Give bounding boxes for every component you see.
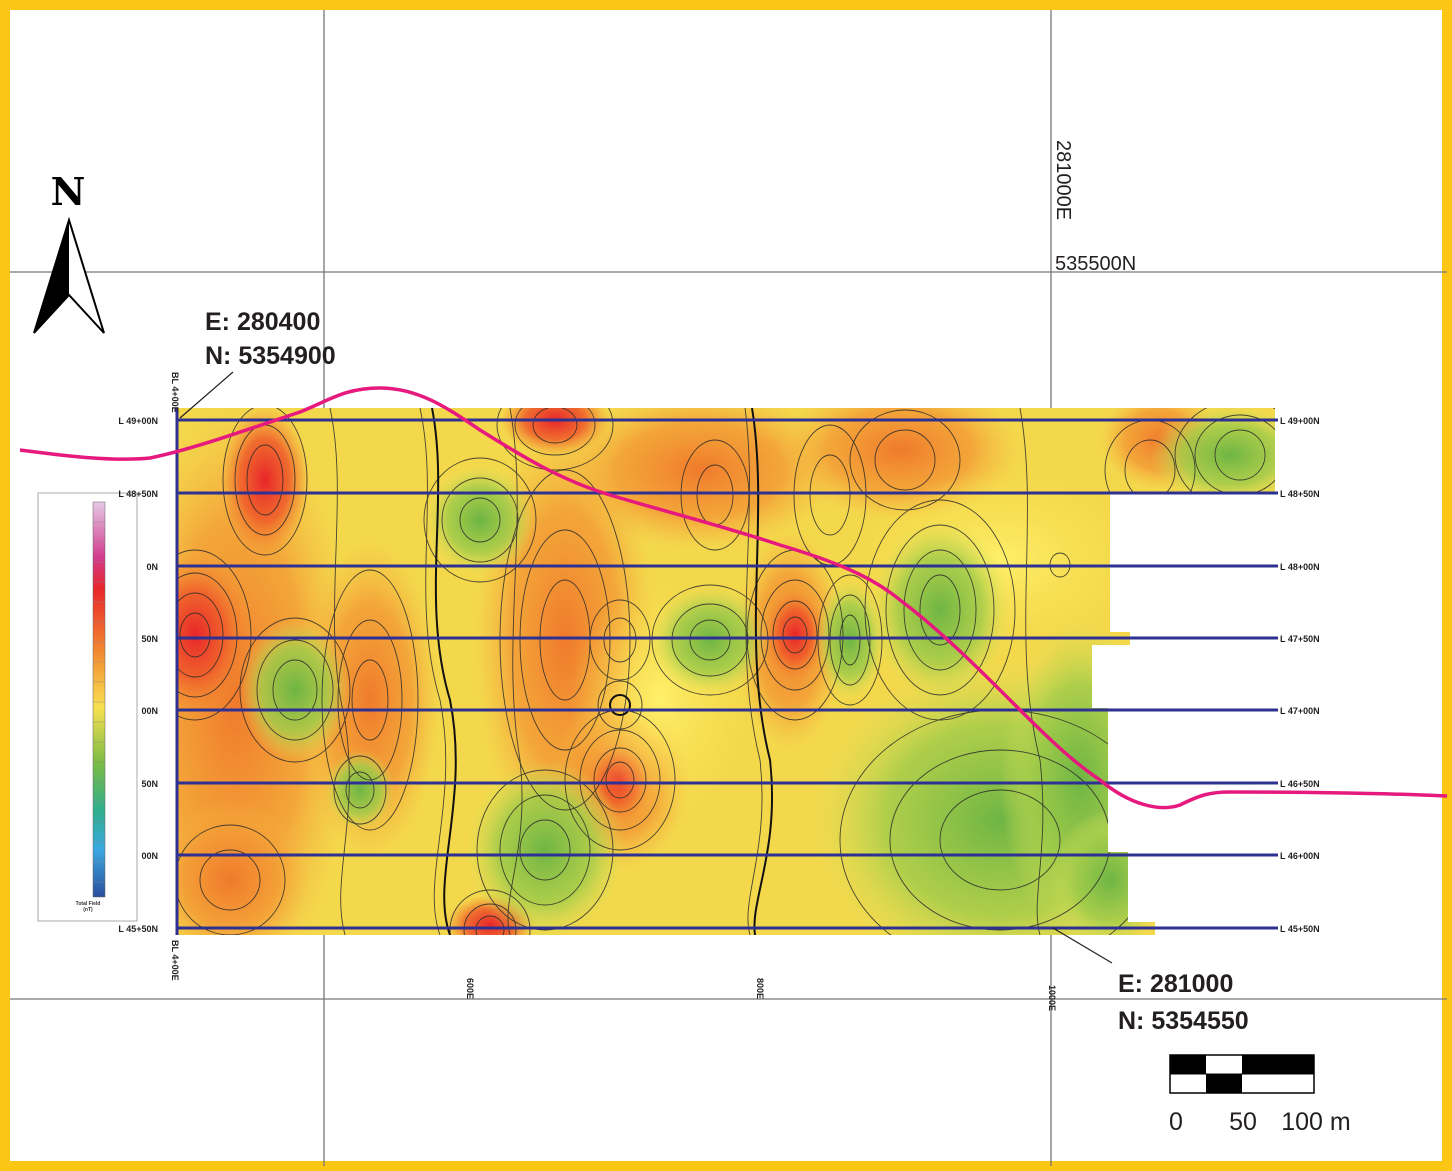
svg-text:L 48+00N: L 48+00N — [1280, 562, 1320, 572]
magnetic-contour-area — [177, 408, 1275, 935]
coord-northing: N: 5354550 — [1118, 1007, 1249, 1035]
north-arrow: N — [33, 169, 105, 334]
svg-text:00N: 00N — [141, 706, 158, 716]
color-legend: Total Field (nT) — [37, 492, 138, 922]
svg-text:800E: 800E — [755, 978, 765, 999]
survey-line-labels-left: L 49+00N L 48+50N 0N 50N 00N 50N 00N L 4… — [118, 416, 158, 934]
svg-text:L 48+50N: L 48+50N — [118, 489, 158, 499]
svg-text:L 46+50N: L 46+50N — [1280, 779, 1320, 789]
svg-text:L 48+50N: L 48+50N — [1280, 489, 1320, 499]
coord-callout-bottom-right: E: 281000 N: 5354550 — [1052, 927, 1249, 1035]
survey-lines — [175, 408, 1278, 935]
scale-zero: 0 — [1169, 1108, 1183, 1136]
svg-text:L 47+50N: L 47+50N — [1280, 634, 1320, 644]
easting-tick-labels: 600E 800E 1000E — [465, 978, 1057, 1011]
scale-bar: 0 50 100 m — [1169, 1054, 1351, 1136]
grid-label-northing: 535500N — [1055, 253, 1136, 275]
svg-text:50N: 50N — [141, 779, 158, 789]
survey-line-labels-right: L 49+00N L 48+50N L 48+00N L 47+50N L 47… — [1280, 416, 1320, 934]
scale-mid: 50 — [1229, 1108, 1257, 1136]
svg-text:00N: 00N — [141, 851, 158, 861]
svg-text:0N: 0N — [146, 562, 158, 572]
svg-text:L 47+00N: L 47+00N — [1280, 706, 1320, 716]
svg-text:L 49+00N: L 49+00N — [1280, 416, 1320, 426]
coord-northing: N: 5354900 — [205, 342, 336, 370]
coord-easting: E: 280400 — [205, 308, 320, 336]
svg-text:L 49+00N: L 49+00N — [118, 416, 158, 426]
svg-text:600E: 600E — [465, 978, 475, 999]
coord-easting: E: 281000 — [1118, 970, 1233, 998]
svg-text:50N: 50N — [141, 634, 158, 644]
legend-unit: (nT) — [83, 907, 93, 913]
legend-title: Total Field — [76, 901, 101, 907]
baseline-label-bottom: BL 4+00E — [170, 940, 180, 981]
svg-text:1000E: 1000E — [1047, 985, 1057, 1011]
svg-text:L 46+00N: L 46+00N — [1280, 851, 1320, 861]
coord-callout-top-left: E: 280400 N: 5354900 — [179, 308, 336, 419]
svg-text:L 45+50N: L 45+50N — [118, 924, 158, 934]
baseline-label-top: BL 4+00E — [170, 372, 180, 413]
north-label: N — [51, 169, 86, 214]
creek-line — [19, 386, 1448, 810]
scale-end: 100 m — [1281, 1108, 1350, 1136]
svg-text:L 45+50N: L 45+50N — [1280, 924, 1320, 934]
grid-label-easting: 281000E — [1052, 140, 1074, 220]
